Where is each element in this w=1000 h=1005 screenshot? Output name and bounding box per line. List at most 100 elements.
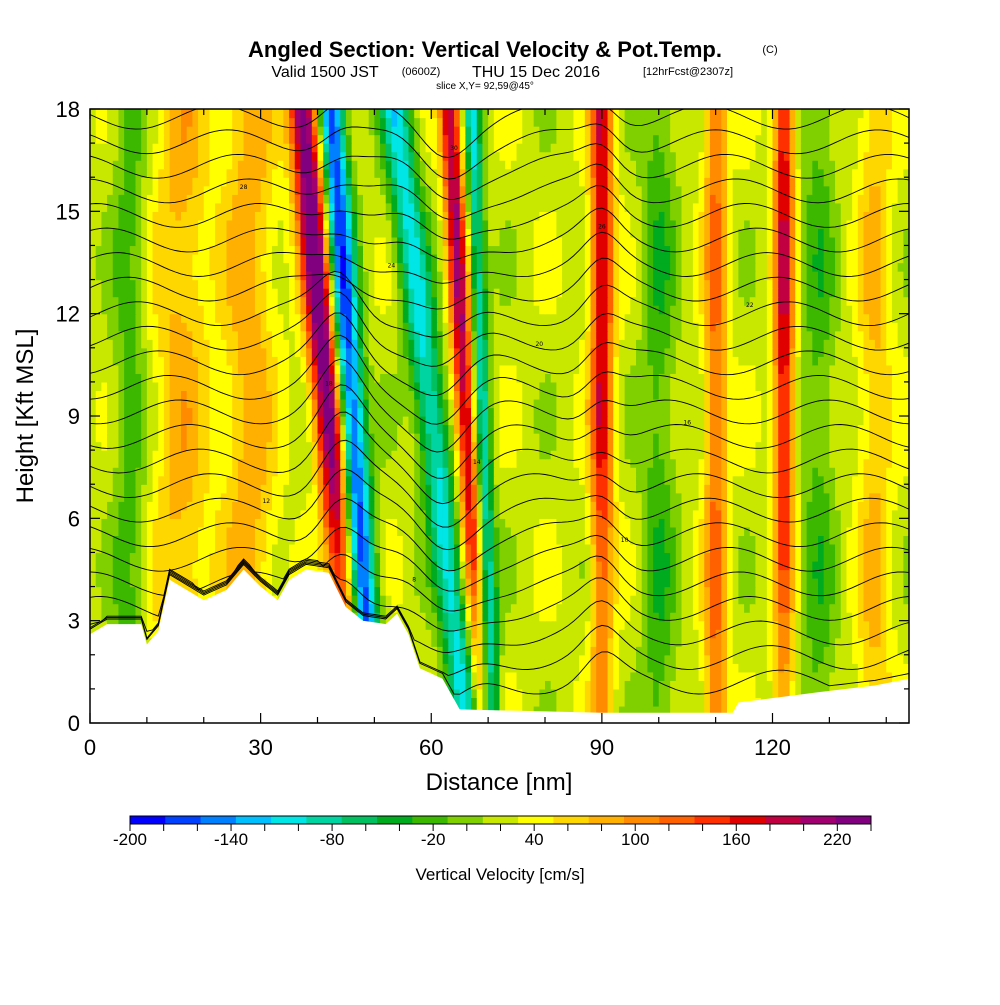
velocity-cell xyxy=(778,433,785,443)
velocity-cell xyxy=(260,569,267,579)
velocity-cell xyxy=(402,535,410,545)
velocity-cell xyxy=(471,552,478,562)
velocity-cell xyxy=(789,671,796,681)
velocity-cell xyxy=(897,671,904,681)
velocity-cell xyxy=(368,543,375,554)
velocity-cell xyxy=(391,586,398,596)
velocity-cell xyxy=(630,458,637,468)
velocity-cell xyxy=(789,603,796,613)
velocity-cell xyxy=(579,688,586,699)
velocity-cell xyxy=(647,501,654,511)
velocity-cell xyxy=(846,586,853,596)
velocity-cell xyxy=(721,535,728,545)
velocity-cell xyxy=(357,484,364,494)
velocity-cell xyxy=(738,467,745,477)
velocity-cell xyxy=(783,518,791,528)
velocity-cell xyxy=(129,424,137,434)
velocity-cell xyxy=(90,595,97,605)
velocity-cell xyxy=(306,560,313,571)
velocity-cell xyxy=(345,450,353,460)
velocity-cell xyxy=(237,475,245,485)
velocity-cell xyxy=(448,484,455,494)
velocity-cell xyxy=(374,475,381,485)
velocity-cell xyxy=(141,543,148,554)
velocity-cell xyxy=(755,484,762,494)
velocity-cell xyxy=(510,492,518,502)
velocity-cell xyxy=(175,552,182,562)
velocity-cell xyxy=(465,680,472,690)
velocity-cell xyxy=(340,535,347,545)
velocity-cell xyxy=(664,637,671,647)
velocity-cell xyxy=(482,688,489,699)
velocity-cell xyxy=(345,475,353,485)
velocity-cell xyxy=(664,697,671,707)
velocity-cell xyxy=(840,663,848,673)
velocity-cell xyxy=(857,629,865,639)
velocity-cell xyxy=(545,475,552,485)
velocity-cell xyxy=(857,586,865,596)
velocity-cell xyxy=(687,509,694,519)
velocity-cell xyxy=(385,492,393,502)
velocity-cell xyxy=(175,424,182,434)
velocity-cell xyxy=(687,560,694,571)
velocity-cell xyxy=(90,467,97,477)
velocity-cell xyxy=(408,458,415,468)
velocity-cell xyxy=(300,552,307,562)
velocity-cell xyxy=(391,458,398,468)
velocity-cell xyxy=(789,612,796,622)
velocity-cell xyxy=(476,450,484,460)
velocity-cell xyxy=(419,637,427,647)
velocity-cell xyxy=(300,492,307,502)
velocity-cell xyxy=(584,620,592,630)
velocity-cell xyxy=(493,484,501,494)
velocity-cell xyxy=(579,450,586,460)
velocity-cell xyxy=(869,467,876,477)
velocity-cell xyxy=(761,509,768,519)
velocity-cell xyxy=(852,569,859,579)
velocity-cell xyxy=(829,509,836,519)
velocity-cell xyxy=(624,671,631,681)
velocity-cell xyxy=(493,697,501,707)
velocity-cell xyxy=(727,612,734,622)
velocity-cell xyxy=(402,433,410,443)
velocity-cell xyxy=(163,467,171,477)
velocity-cell xyxy=(852,450,859,460)
velocity-cell xyxy=(727,603,734,613)
velocity-cell xyxy=(527,526,535,536)
velocity-cell xyxy=(630,586,637,596)
velocity-cell xyxy=(852,492,859,502)
velocity-cell xyxy=(567,526,575,536)
velocity-cell xyxy=(579,509,586,519)
velocity-cell xyxy=(658,569,666,579)
velocity-cell xyxy=(658,543,666,554)
velocity-cell xyxy=(317,552,324,562)
velocity-cell xyxy=(874,620,882,630)
velocity-cell xyxy=(584,433,592,443)
velocity-cell xyxy=(101,535,108,545)
velocity-cell xyxy=(516,526,523,536)
velocity-cell xyxy=(857,543,865,554)
velocity-cell xyxy=(203,552,211,562)
velocity-cell xyxy=(425,441,432,451)
velocity-cell xyxy=(306,509,313,519)
velocity-cell xyxy=(823,458,830,468)
velocity-cell xyxy=(647,646,654,656)
velocity-cell xyxy=(482,509,489,519)
velocity-cell xyxy=(425,612,432,622)
velocity-cell xyxy=(459,671,466,681)
velocity-cell xyxy=(431,595,438,605)
velocity-cell xyxy=(613,484,620,494)
velocity-cell xyxy=(590,671,597,681)
velocity-cell xyxy=(272,424,279,434)
velocity-cell xyxy=(755,492,762,502)
velocity-cell xyxy=(334,424,341,434)
velocity-cell xyxy=(653,629,660,639)
velocity-cell xyxy=(573,518,580,528)
velocity-cell xyxy=(493,501,501,511)
velocity-cell xyxy=(874,612,882,622)
velocity-cell xyxy=(681,552,688,562)
velocity-cell xyxy=(698,535,705,545)
velocity-cell xyxy=(653,705,660,716)
velocity-cell xyxy=(345,501,353,511)
velocity-cell xyxy=(90,569,97,579)
